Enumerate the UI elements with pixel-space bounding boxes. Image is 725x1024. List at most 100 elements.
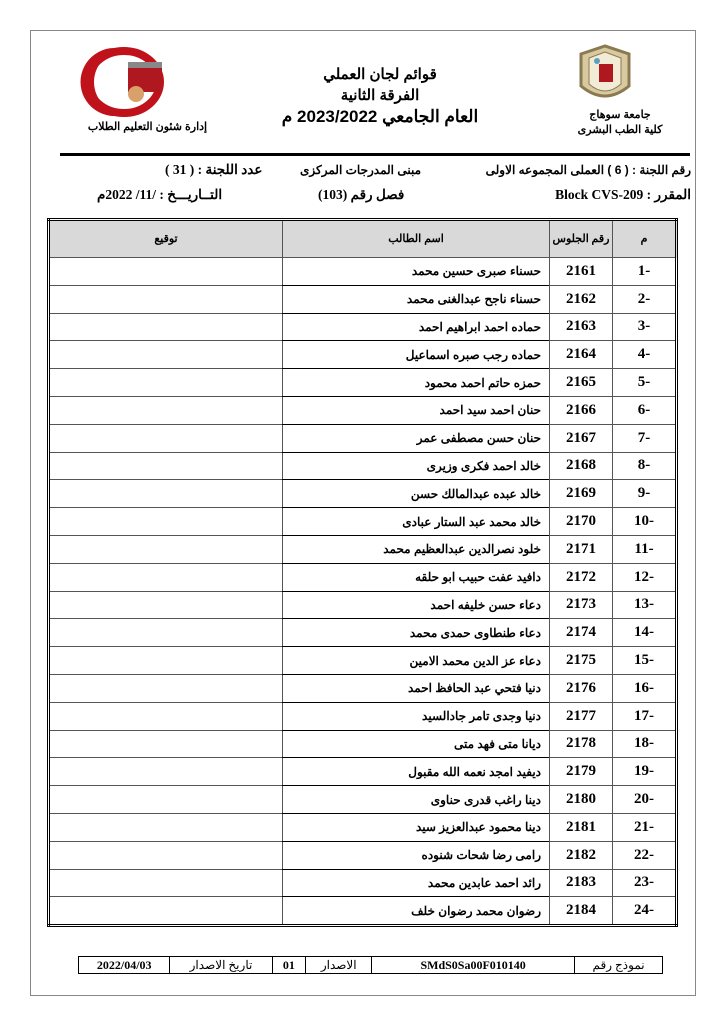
table-row: -21 2181 دينا محمود عبدالعزيز سيد xyxy=(48,812,677,842)
signature-cell[interactable] xyxy=(48,562,283,592)
seat-number: 2177 xyxy=(549,701,613,731)
row-number: -8 xyxy=(612,451,677,481)
table-row: -22 2182 رامى رضا شحات شنوده xyxy=(48,840,677,870)
seat-number: 2178 xyxy=(549,729,613,759)
signature-cell[interactable] xyxy=(48,618,283,648)
student-table: م رقم الجلوس اسم الطالب توقيع -1 2161 حسنا… xyxy=(47,218,678,928)
signature-cell[interactable] xyxy=(48,840,283,870)
signature-cell[interactable] xyxy=(48,451,283,481)
student-name: دعاء حسن خليفه احمد xyxy=(282,590,550,620)
table-row: -19 2179 ديفيد امجد نعمه الله مقبول xyxy=(48,757,677,787)
row-number: -11 xyxy=(612,534,677,564)
exam-date: التــاريـــخ : /11/ 2022م xyxy=(97,187,223,202)
seat-number: 2165 xyxy=(549,368,613,397)
seat-number: 2176 xyxy=(549,673,613,703)
signature-cell[interactable] xyxy=(48,340,283,370)
student-name: رضوان محمد رضوان خلف xyxy=(282,896,550,927)
row-number: -15 xyxy=(612,646,677,675)
row-number: -5 xyxy=(612,368,677,397)
signature-cell[interactable] xyxy=(48,395,283,425)
header-signature: توقيع xyxy=(48,219,283,258)
seat-number: 2175 xyxy=(549,646,613,675)
signature-cell[interactable] xyxy=(48,812,283,842)
signature-cell[interactable] xyxy=(48,757,283,787)
row-number: -1 xyxy=(612,257,677,286)
signature-cell[interactable] xyxy=(48,507,283,536)
table-row: -16 2176 دنيا فتحي عبد الحافظ احمد xyxy=(48,673,677,703)
seat-number: 2179 xyxy=(549,757,613,787)
course: المقرر : Block CVS-209 xyxy=(555,187,691,202)
student-name: خلود نصرالدين عبدالعظيم محمد xyxy=(282,534,550,564)
table-row: -6 2166 حنان احمد سيد احمد xyxy=(48,395,677,425)
seat-number: 2184 xyxy=(549,896,613,927)
table-row: -24 2184 رضوان محمد رضوان خلف xyxy=(48,896,677,927)
row-number: -2 xyxy=(612,284,677,314)
faculty-label: كلية الطب البشرى xyxy=(577,124,663,136)
signature-cell[interactable] xyxy=(48,701,283,731)
signature-cell[interactable] xyxy=(48,479,283,509)
table-row: -1 2161 حسناء صبرى حسين محمد xyxy=(48,257,677,286)
signature-cell[interactable] xyxy=(48,368,283,397)
signature-cell[interactable] xyxy=(48,646,283,675)
student-name: حماده رجب صبره اسماعيل xyxy=(282,340,550,370)
department-name: إدارة شئون التعليم الطلاب xyxy=(87,121,208,133)
signature-cell[interactable] xyxy=(48,729,283,759)
row-number: -24 xyxy=(612,896,677,927)
sohag-university-seal xyxy=(579,44,631,98)
signature-cell[interactable] xyxy=(48,673,283,703)
header-name: اسم الطالب xyxy=(282,219,550,258)
form-number-label: نموذج رقم xyxy=(574,956,663,974)
student-name: دينا راغب قدرى حناوى xyxy=(282,785,550,814)
row-number: -21 xyxy=(612,812,677,842)
student-name: دنيا وجدى تامر جادالسيد xyxy=(282,701,550,731)
seat-number: 2162 xyxy=(549,284,613,314)
signature-cell[interactable] xyxy=(48,423,283,453)
header-no: م xyxy=(612,219,677,258)
row-number: -7 xyxy=(612,423,677,453)
row-number: -23 xyxy=(612,868,677,898)
issue-date: 2022/04/03 xyxy=(77,956,171,974)
signature-cell[interactable] xyxy=(48,896,283,927)
seat-number: 2163 xyxy=(549,312,613,342)
signature-cell[interactable] xyxy=(48,785,283,814)
table-row: -18 2178 ديانا متى فهد متى xyxy=(48,729,677,759)
student-name: حسناء ناجح عبدالغنى محمد xyxy=(282,284,550,314)
building: مبنى المدرجات المركزى xyxy=(300,163,422,177)
table-row: -4 2164 حماده رجب صبره اسماعيل xyxy=(48,340,677,370)
student-name: دينا محمود عبدالعزيز سيد xyxy=(282,812,550,842)
page-border xyxy=(30,30,696,996)
signature-cell[interactable] xyxy=(48,312,283,342)
row-number: -12 xyxy=(612,562,677,592)
seat-number: 2164 xyxy=(549,340,613,370)
seat-number: 2166 xyxy=(549,395,613,425)
signature-cell[interactable] xyxy=(48,590,283,620)
row-number: -4 xyxy=(612,340,677,370)
table-row: -15 2175 دعاء عز الدين محمد الامين xyxy=(48,646,677,675)
student-name: ديفيد امجد نعمه الله مقبول xyxy=(282,757,550,787)
table-row: -12 2172 دافيد عفت حبيب ابو حلقه xyxy=(48,562,677,592)
row-number: -22 xyxy=(612,840,677,870)
signature-cell[interactable] xyxy=(48,534,283,564)
seat-number: 2167 xyxy=(549,423,613,453)
seat-number: 2169 xyxy=(549,479,613,509)
row-number: -19 xyxy=(612,757,677,787)
signature-cell[interactable] xyxy=(48,868,283,898)
table-row: -11 2171 خلود نصرالدين عبدالعظيم محمد xyxy=(48,534,677,564)
table-row: -23 2183 رائد احمد عابدين محمد xyxy=(48,868,677,898)
row-number: -20 xyxy=(612,785,677,814)
title-line-1: قوائم لجان العملي xyxy=(323,66,437,83)
seat-number: 2183 xyxy=(549,868,613,898)
signature-cell[interactable] xyxy=(48,257,283,286)
table-row: -7 2167 حنان حسن مصطفى عمر xyxy=(48,423,677,453)
table-row: -14 2174 دعاء طنطاوى حمدى محمد xyxy=(48,618,677,648)
seat-number: 2171 xyxy=(549,534,613,564)
room: فصل رقم (103) xyxy=(318,187,405,202)
row-number: -13 xyxy=(612,590,677,620)
committee-count: عدد اللجنة : ( 31 ) xyxy=(165,162,263,177)
signature-cell[interactable] xyxy=(48,284,283,314)
student-name: ديانا متى فهد متى xyxy=(282,729,550,759)
title-line-2: الفرقة الثانية xyxy=(340,87,420,104)
university-name: جامعة سوهاج كلية الطب البشرى xyxy=(560,108,680,138)
seat-number: 2174 xyxy=(549,618,613,648)
row-number: -14 xyxy=(612,618,677,648)
